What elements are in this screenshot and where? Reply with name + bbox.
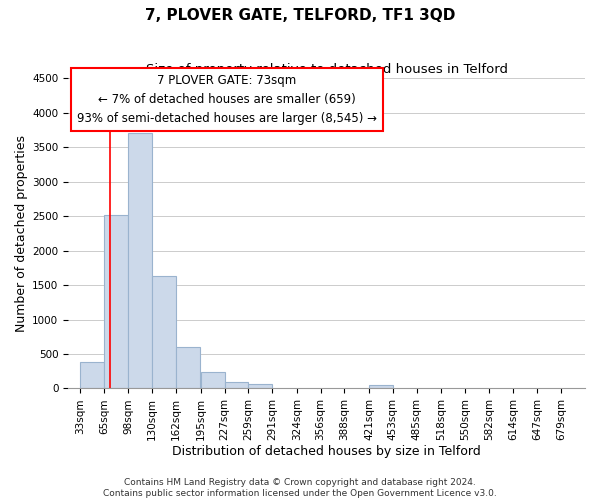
X-axis label: Distribution of detached houses by size in Telford: Distribution of detached houses by size … bbox=[172, 444, 481, 458]
Bar bbox=[201, 372, 224, 388]
Bar bbox=[152, 276, 176, 388]
Text: 7 PLOVER GATE: 73sqm
← 7% of detached houses are smaller (659)
93% of semi-detac: 7 PLOVER GATE: 73sqm ← 7% of detached ho… bbox=[77, 74, 377, 126]
Title: Size of property relative to detached houses in Telford: Size of property relative to detached ho… bbox=[146, 62, 508, 76]
Bar bbox=[128, 133, 152, 388]
Text: Contains HM Land Registry data © Crown copyright and database right 2024.
Contai: Contains HM Land Registry data © Crown c… bbox=[103, 478, 497, 498]
Bar bbox=[224, 382, 248, 388]
Y-axis label: Number of detached properties: Number of detached properties bbox=[15, 135, 28, 332]
Bar bbox=[80, 362, 104, 388]
Bar bbox=[248, 384, 272, 388]
Bar bbox=[104, 214, 128, 388]
Text: 7, PLOVER GATE, TELFORD, TF1 3QD: 7, PLOVER GATE, TELFORD, TF1 3QD bbox=[145, 8, 455, 22]
Bar bbox=[369, 385, 393, 388]
Bar bbox=[176, 347, 200, 389]
